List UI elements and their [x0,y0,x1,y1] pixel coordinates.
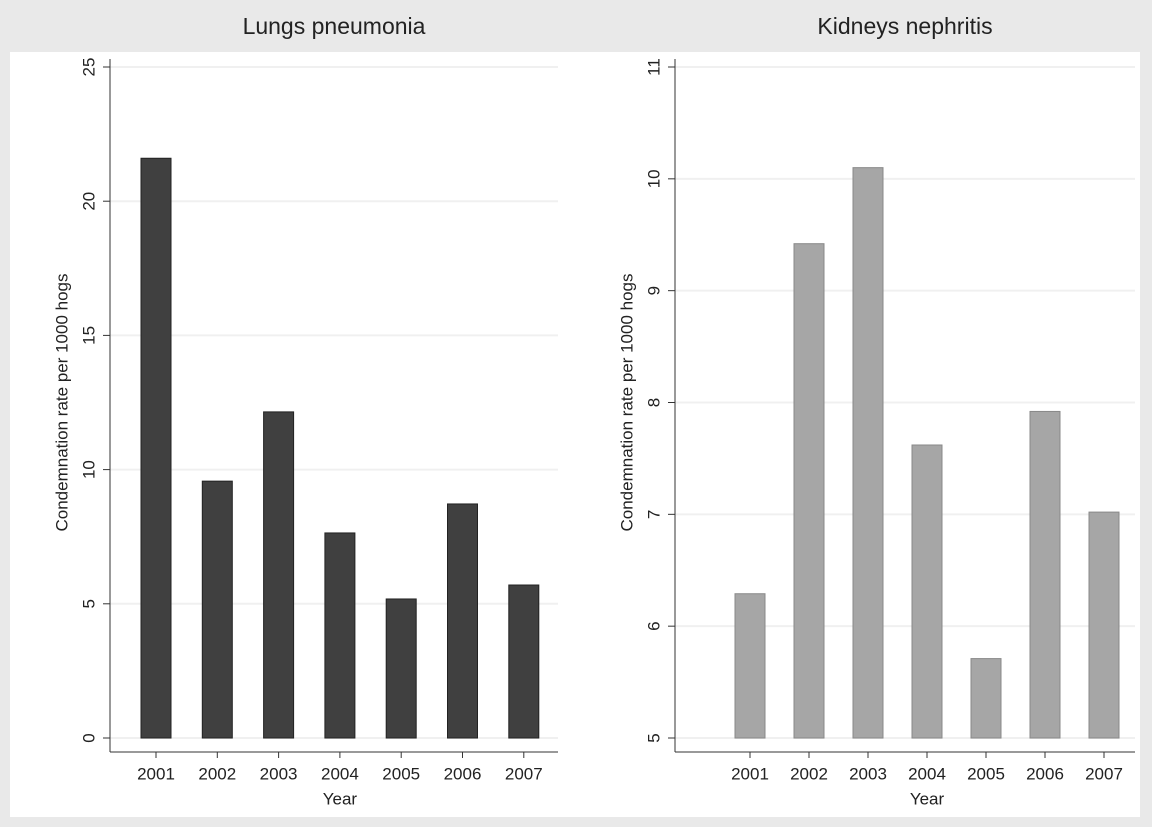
x-tick-label: 2005 [382,764,420,783]
y-tick-label: 20 [79,192,98,211]
y-axis-title: Condemnation rate per 1000 hogs [617,273,636,531]
bar [970,658,1002,739]
chart-title: Kidneys nephritis [817,13,992,39]
y-tick-label: 0 [79,733,98,742]
y-axis-title: Condemnation rate per 1000 hogs [52,273,71,531]
x-tick-label: 2004 [908,764,946,783]
y-tick-label: 8 [644,398,663,407]
bar [324,532,356,739]
y-tick-label: 7 [644,510,663,519]
x-tick-label: 2005 [967,764,1005,783]
x-axis-title: Year [323,789,358,808]
x-tick-label: 2006 [444,764,482,783]
bar [140,157,172,739]
x-tick-label: 2002 [790,764,828,783]
x-tick-label: 2003 [849,764,887,783]
y-tick-label: 6 [644,621,663,630]
bar [447,503,478,739]
bar [201,480,233,739]
bar [852,167,884,739]
x-tick-label: 2002 [198,764,236,783]
bar [263,411,295,739]
bar [793,243,825,739]
y-tick-label: 5 [644,733,663,742]
y-tick-label: 25 [79,58,98,77]
x-tick-label: 2006 [1026,764,1064,783]
x-tick-label: 2001 [731,764,769,783]
y-tick-label: 15 [79,326,98,345]
chart-title: Lungs pneumonia [243,13,426,39]
x-tick-label: 2007 [1085,764,1123,783]
y-tick-label: 10 [644,169,663,188]
bar [734,593,766,739]
bar [385,598,417,739]
x-tick-label: 2003 [260,764,298,783]
x-tick-label: 2007 [505,764,543,783]
x-axis-title: Year [910,789,945,808]
y-tick-label: 10 [79,460,98,479]
bar [508,584,540,739]
bar [1088,511,1120,739]
x-tick-label: 2004 [321,764,359,783]
bar [1029,410,1061,739]
y-tick-label: 11 [644,58,663,76]
y-tick-label: 9 [644,286,663,295]
x-tick-label: 2001 [137,764,175,783]
y-tick-label: 5 [79,599,98,608]
bar [911,444,943,739]
